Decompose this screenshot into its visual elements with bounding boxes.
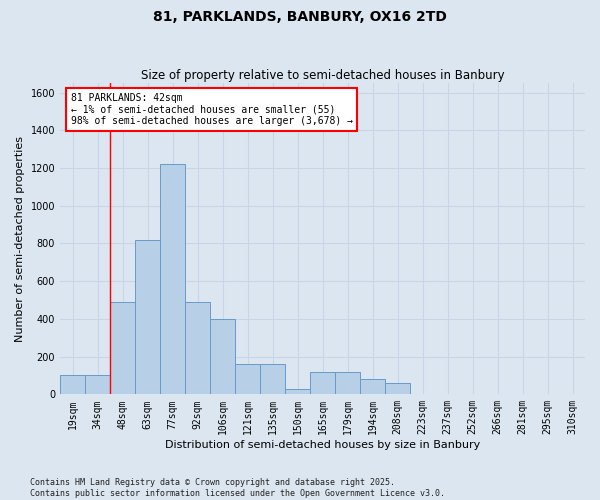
Bar [185, 302, 210, 394]
Text: Contains HM Land Registry data © Crown copyright and database right 2025.
Contai: Contains HM Land Registry data © Crown c… [30, 478, 445, 498]
Title: Size of property relative to semi-detached houses in Banbury: Size of property relative to semi-detach… [141, 69, 505, 82]
Y-axis label: Number of semi-detached properties: Number of semi-detached properties [15, 136, 25, 342]
Text: 81, PARKLANDS, BANBURY, OX16 2TD: 81, PARKLANDS, BANBURY, OX16 2TD [153, 10, 447, 24]
Bar [60, 376, 85, 394]
Text: 81 PARKLANDS: 42sqm
← 1% of semi-detached houses are smaller (55)
98% of semi-de: 81 PARKLANDS: 42sqm ← 1% of semi-detache… [71, 92, 353, 126]
Bar [85, 376, 110, 394]
Bar [160, 164, 185, 394]
Bar [285, 388, 310, 394]
Bar [360, 379, 385, 394]
Bar [385, 383, 410, 394]
Bar [135, 240, 160, 394]
X-axis label: Distribution of semi-detached houses by size in Banbury: Distribution of semi-detached houses by … [165, 440, 480, 450]
Bar [110, 302, 135, 394]
Bar [310, 372, 335, 394]
Bar [260, 364, 285, 394]
Bar [210, 319, 235, 394]
Bar [335, 372, 360, 394]
Bar [235, 364, 260, 394]
